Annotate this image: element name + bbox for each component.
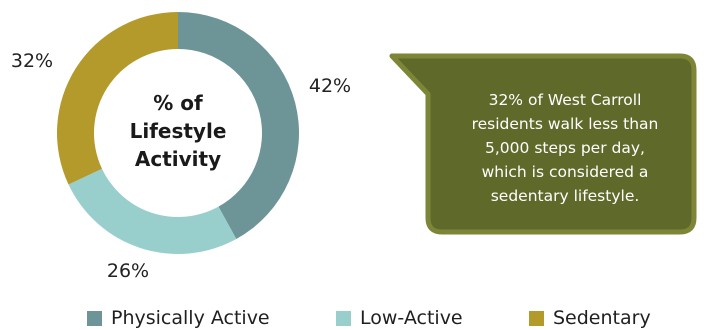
chart-title: % of Lifestyle Activity [130,91,227,171]
donut-slice-physically-active [178,12,299,240]
chart-title-line-2: Lifestyle [130,119,227,143]
donut-slice-sedentary [57,12,179,185]
callout-box: 32% of West Carroll residents walk less … [389,53,697,235]
legend-swatch-low-active [336,310,351,326]
legend-item-sedentary: Sedentary [529,306,651,330]
data-label-low-active: 26% [107,260,149,282]
callout-bubble [389,53,697,235]
legend: Physically Active Low-Active Sedentary [0,306,705,330]
callout-line-4: which is considered a [482,163,649,181]
legend-label-low-active: Low-Active [360,307,463,329]
legend-swatch-physically-active [87,310,102,326]
chart-title-line-3: Activity [135,147,221,171]
data-label-physically-active: 42% [309,75,351,97]
callout-line-2: residents walk less than [472,115,659,133]
legend-label-sedentary: Sedentary [553,307,651,329]
data-label-sedentary: 32% [11,50,53,72]
callout-line-1: 32% of West Carroll [489,91,642,109]
legend-item-physically-active: Physically Active [87,306,270,330]
donut-slice-low-active [68,168,237,254]
legend-item-low-active: Low-Active [336,306,463,330]
chart-title-line-1: % of [153,91,203,115]
legend-label-physically-active: Physically Active [111,307,270,329]
legend-swatch-sedentary [529,310,544,326]
callout-line-3: 5,000 steps per day, [485,139,645,157]
donut-slices [57,12,299,254]
callout-line-5: sedentary lifestyle. [491,187,640,205]
